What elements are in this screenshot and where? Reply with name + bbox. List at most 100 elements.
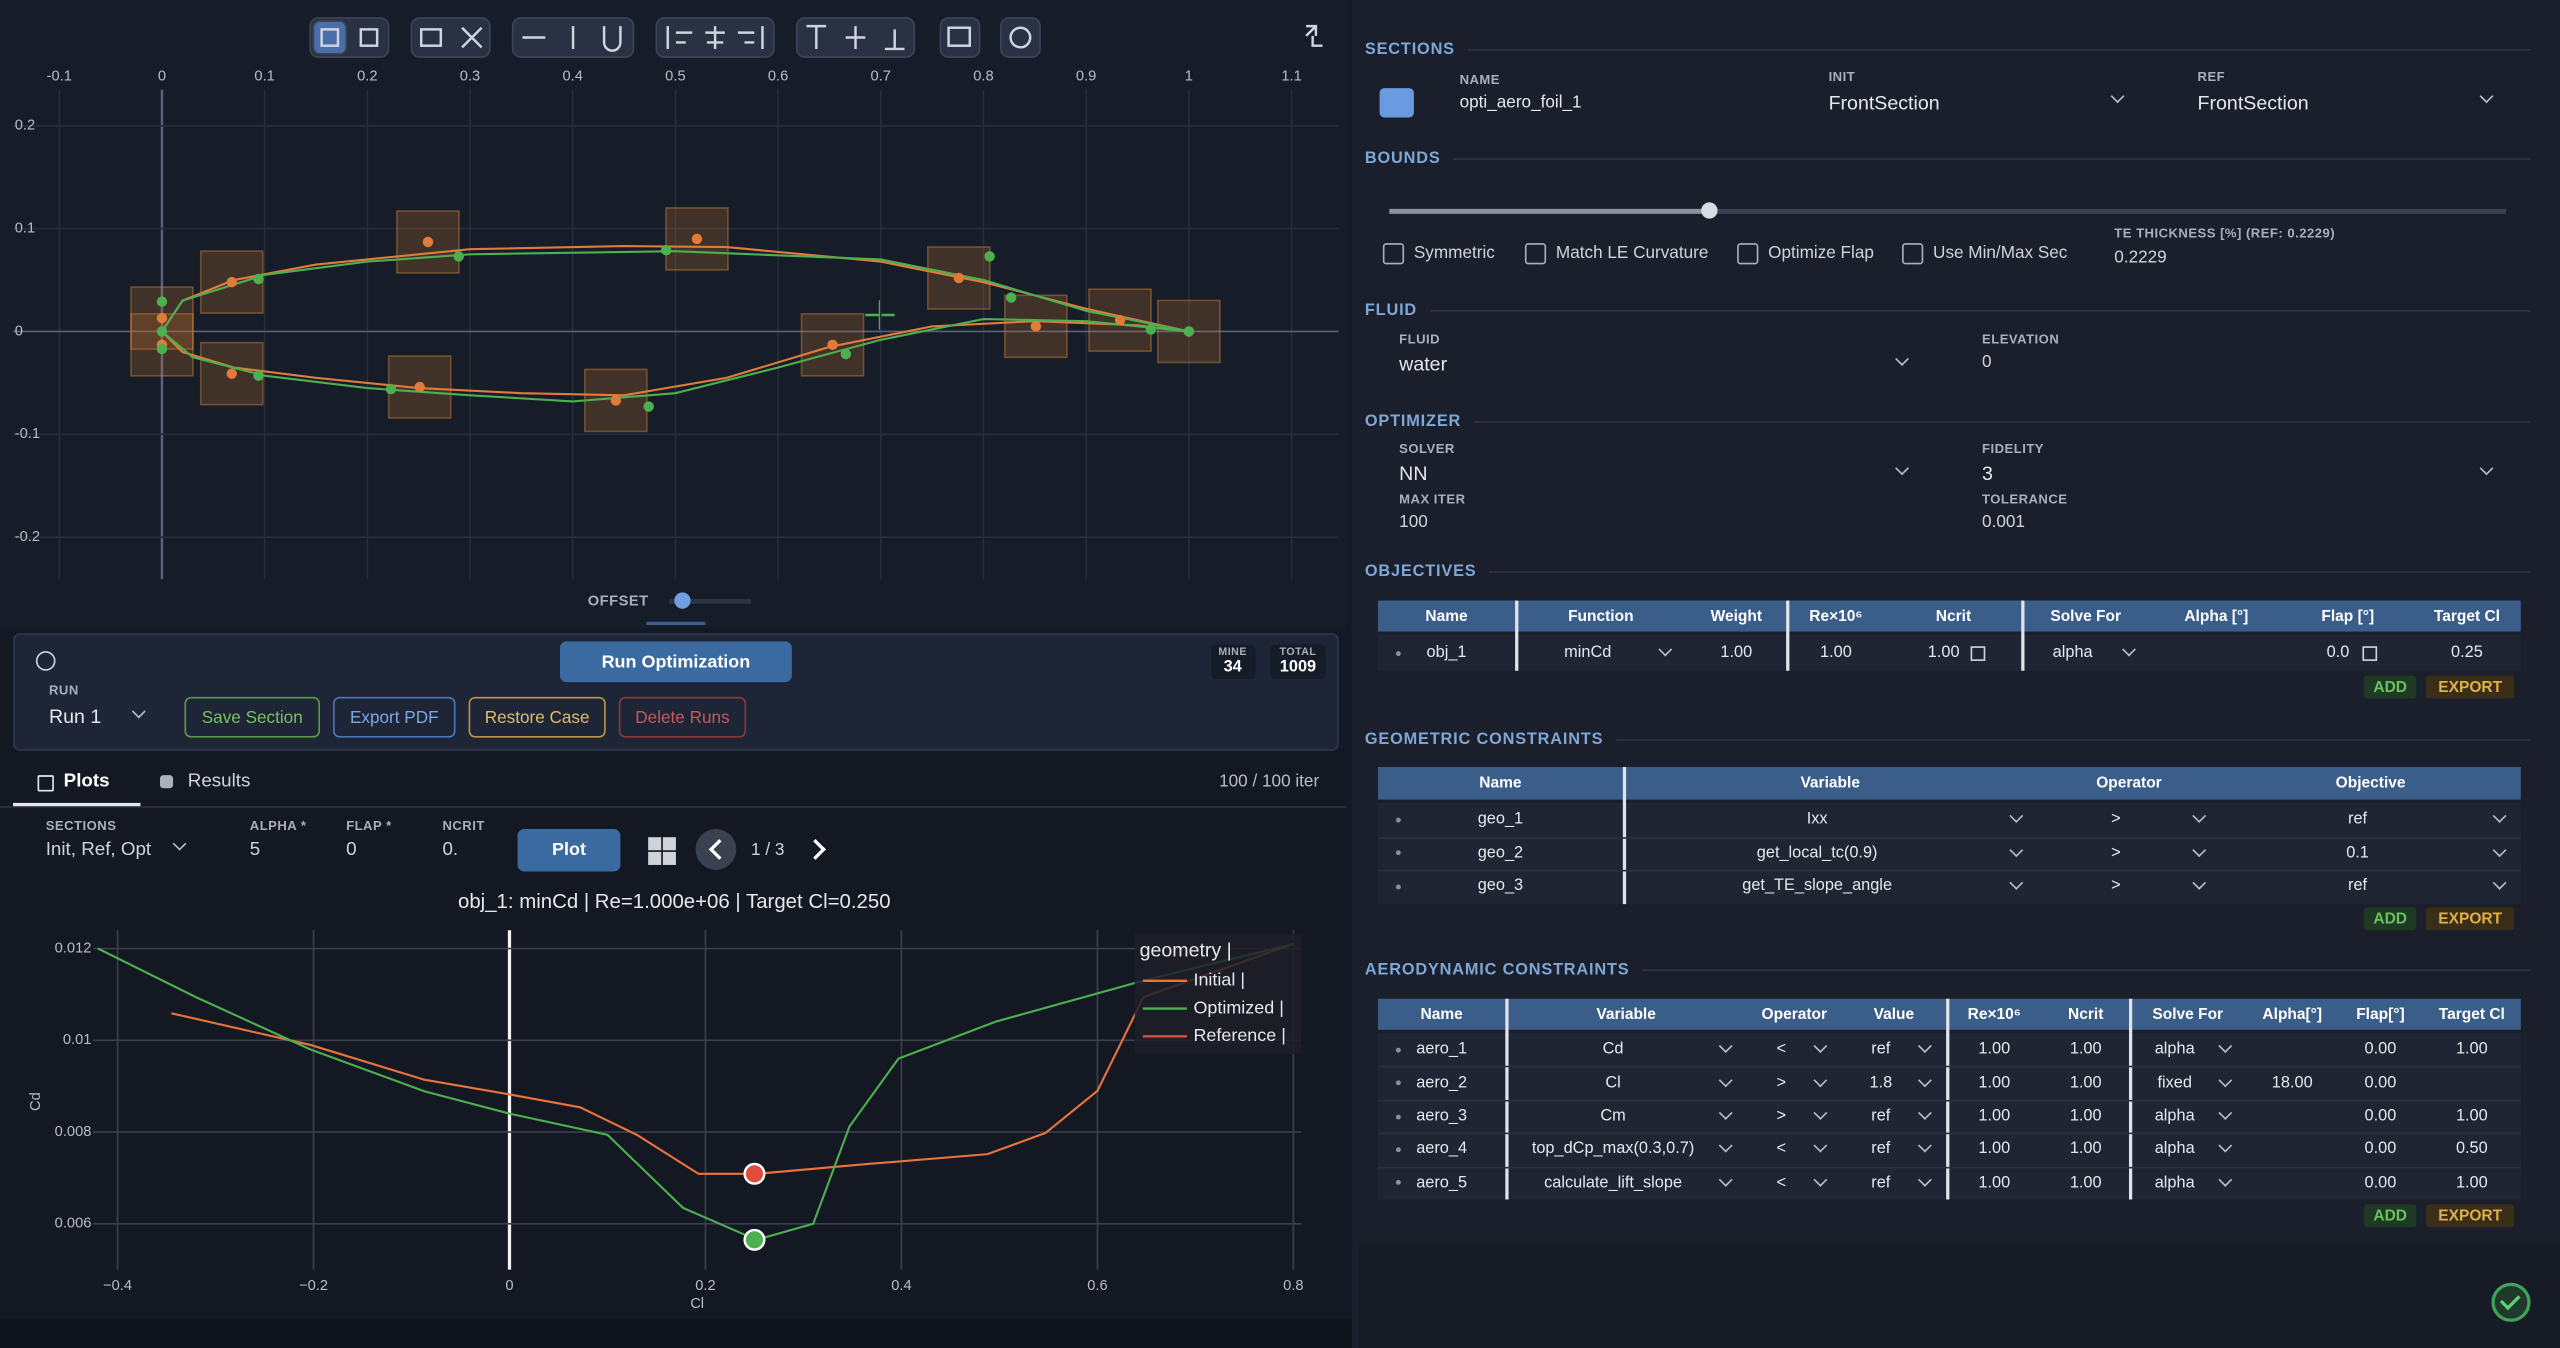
checkbox[interactable] [1902, 243, 1924, 265]
run-button[interactable]: Run Optimization [559, 641, 792, 683]
row-handle[interactable] [1395, 1113, 1401, 1119]
row-handle[interactable] [1395, 884, 1401, 890]
add-button[interactable]: ADD [2364, 907, 2417, 931]
row-handle[interactable] [1395, 1147, 1401, 1152]
field-select[interactable]: FrontSection [1828, 91, 1940, 115]
table-cell[interactable]: 0.1 [2346, 844, 2369, 863]
action-button[interactable]: Delete Runs [618, 696, 747, 738]
checkbox[interactable] [1382, 243, 1405, 265]
grid-toggle[interactable] [312, 20, 347, 55]
grid-icon[interactable] [648, 837, 662, 851]
table-cell[interactable]: ref [2348, 877, 2368, 896]
table-cell[interactable]: Cl [1605, 1073, 1621, 1092]
row-handle[interactable] [1395, 817, 1401, 823]
control-value[interactable]: 0 [346, 840, 357, 861]
table-cell[interactable]: > [2111, 810, 2121, 829]
table-cell[interactable]: ref [1871, 1040, 1891, 1059]
plot-button[interactable]: Plot [517, 829, 621, 872]
table-cell[interactable]: minCd [1564, 643, 1612, 662]
slider-knob[interactable] [1701, 202, 1718, 219]
toolbar-group[interactable] [410, 17, 491, 58]
table-cell[interactable]: < [1776, 1173, 1786, 1192]
data-point [953, 272, 965, 284]
table-cell[interactable]: > [1776, 1107, 1786, 1126]
table-cell[interactable]: alpha [2154, 1107, 2195, 1126]
table-cell[interactable]: Cd [1602, 1040, 1624, 1059]
export-button[interactable]: EXPORT [2426, 1204, 2515, 1228]
grid-icon[interactable] [648, 851, 662, 865]
table-cell[interactable]: < [1776, 1040, 1786, 1059]
control-value[interactable]: 0. [442, 840, 459, 861]
field-select[interactable]: NN [1399, 461, 1428, 485]
row-handle[interactable] [1395, 650, 1401, 656]
checkbox-label[interactable]: Symmetric [1413, 243, 1495, 263]
table-cell[interactable]: Cm [1600, 1107, 1626, 1126]
action-button[interactable]: Restore Case [468, 696, 606, 738]
run-select[interactable]: Run 1 [48, 705, 102, 728]
field-select[interactable]: water [1399, 352, 1448, 376]
tab[interactable]: Plots [63, 771, 110, 792]
help-icon[interactable] [35, 651, 56, 671]
table-cell[interactable]: top_dCp_max(0.3,0.7) [1531, 1140, 1695, 1159]
table-cell: aero_1 [1416, 1040, 1468, 1059]
table-cell[interactable]: ref [1871, 1140, 1891, 1159]
checkbox-label[interactable]: Use Min/Max Sec [1933, 243, 2068, 263]
add-button[interactable]: ADD [2364, 675, 2417, 699]
field-value[interactable]: 0.001 [1982, 512, 2025, 533]
field-select[interactable]: 3 [1982, 461, 1993, 485]
grid-icon[interactable] [662, 851, 676, 865]
grid-icon[interactable] [662, 837, 676, 851]
x-tick-label: 0.2 [357, 69, 377, 85]
toolbar-button[interactable] [939, 17, 981, 58]
row-handle[interactable] [1395, 1180, 1401, 1186]
table-cell[interactable]: calculate_lift_slope [1544, 1173, 1683, 1192]
control-value[interactable]: Init, Ref, Opt [45, 840, 152, 861]
table-cell[interactable]: 1.8 [1869, 1073, 1893, 1092]
icon [947, 26, 972, 47]
table-cell[interactable]: > [1776, 1073, 1786, 1092]
tab[interactable]: Results [187, 771, 251, 792]
field-value[interactable]: 0 [1982, 352, 1992, 373]
cell-checkbox[interactable] [2362, 646, 2378, 661]
row-handle[interactable] [1395, 1047, 1401, 1053]
table-cell[interactable]: > [2111, 877, 2121, 896]
row-handle[interactable] [1395, 850, 1401, 856]
row-handle[interactable] [1395, 1080, 1401, 1086]
next-arrow[interactable] [805, 839, 826, 860]
checkbox-label[interactable]: Optimize Flap [1768, 243, 1874, 263]
cell-checkbox[interactable] [1970, 646, 1986, 661]
checkbox[interactable] [1737, 243, 1759, 265]
toolbar-button[interactable] [999, 17, 1041, 58]
control-value[interactable]: 5 [249, 840, 261, 861]
table-cell[interactable]: alpha [2052, 643, 2093, 662]
field-value[interactable]: opti_aero_foil_1 [1459, 93, 1582, 113]
table-cell[interactable]: alpha [2154, 1040, 2195, 1059]
table-cell[interactable]: ref [1871, 1173, 1891, 1192]
export-button[interactable]: EXPORT [2426, 907, 2515, 931]
table-cell[interactable]: fixed [2157, 1073, 2192, 1092]
table-cell[interactable]: alpha [2154, 1140, 2195, 1159]
color-swatch[interactable] [1379, 88, 1414, 118]
table-cell[interactable]: ref [1871, 1107, 1891, 1126]
field-value[interactable]: 100 [1399, 512, 1428, 533]
export-button[interactable]: EXPORT [2426, 675, 2515, 699]
checkbox[interactable] [1524, 243, 1547, 265]
offset-knob[interactable] [674, 592, 691, 609]
table-cell[interactable]: get_TE_slope_angle [1742, 877, 1893, 896]
prev-button[interactable] [695, 829, 737, 870]
table-cell[interactable]: Ixx [1806, 810, 1828, 829]
table-cell[interactable]: get_local_tc(0.9) [1756, 844, 1878, 863]
action-button[interactable]: Export PDF [333, 696, 456, 738]
checkbox-label[interactable]: Match LE Curvature [1555, 243, 1709, 263]
table-cell[interactable]: < [1776, 1140, 1786, 1159]
add-button[interactable]: ADD [2364, 1204, 2417, 1228]
field-select[interactable]: FrontSection [2197, 91, 2309, 115]
action-button[interactable]: Save Section [184, 696, 320, 738]
table-body [1377, 802, 2521, 904]
expand-icon[interactable] [1305, 24, 1323, 47]
table-cell[interactable]: ref [2348, 810, 2368, 829]
data-point [226, 276, 238, 288]
table-cell[interactable]: alpha [2154, 1173, 2195, 1192]
table-cell[interactable]: > [2111, 844, 2121, 863]
field-value[interactable]: 0.2229 [2114, 248, 2167, 268]
